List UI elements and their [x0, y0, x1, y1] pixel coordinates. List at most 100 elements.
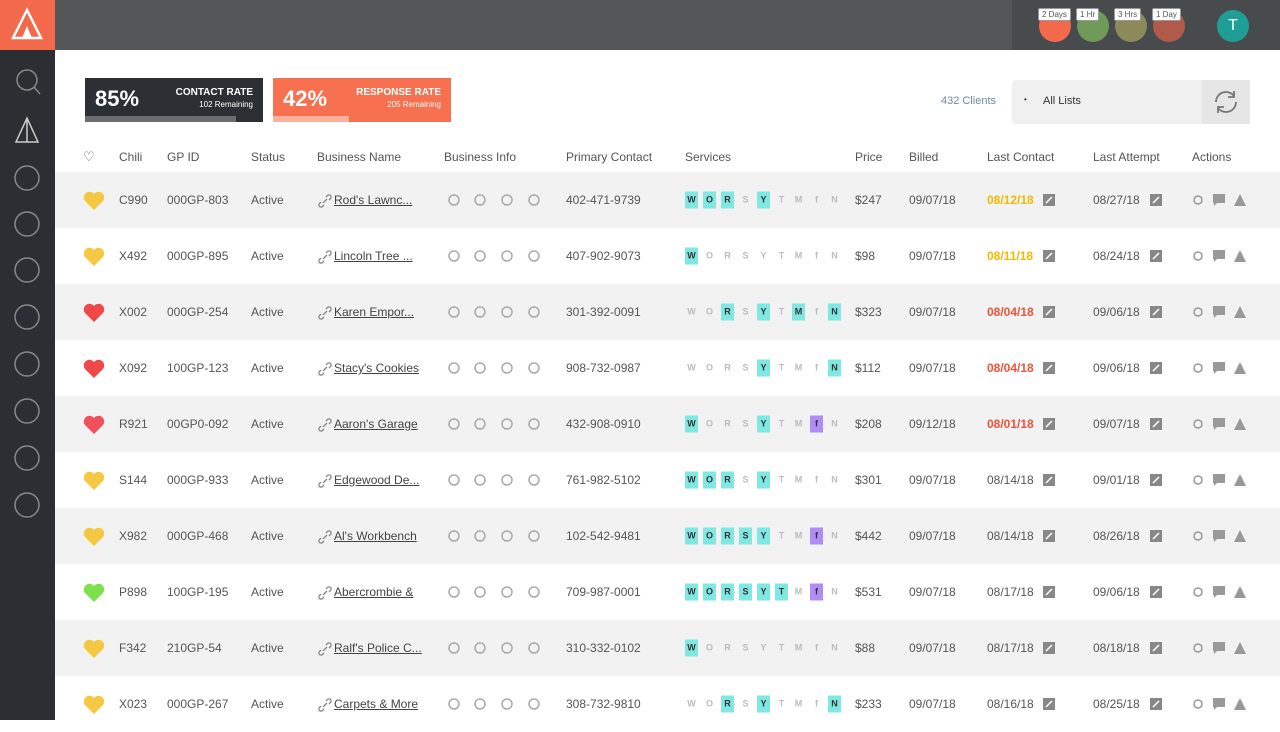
link-icon[interactable]	[318, 250, 332, 264]
service-tag[interactable]: O	[705, 642, 713, 653]
chili-heart[interactable]	[83, 190, 105, 212]
business-info-icon[interactable]	[527, 305, 541, 319]
service-tag[interactable]: R	[724, 642, 731, 653]
link-icon[interactable]	[318, 362, 332, 376]
edit-icon[interactable]	[1150, 586, 1162, 598]
business-info-icon[interactable]	[527, 417, 541, 431]
business-info-icon[interactable]	[473, 193, 487, 207]
edit-icon[interactable]	[1043, 362, 1055, 374]
service-tag[interactable]: f	[810, 415, 823, 433]
service-tag[interactable]: N	[831, 586, 838, 597]
service-tag[interactable]: O	[703, 527, 716, 545]
action-retry[interactable]	[1192, 474, 1204, 486]
edit-icon[interactable]	[1043, 530, 1055, 542]
column-header[interactable]: Status	[251, 150, 286, 164]
service-tag[interactable]: R	[724, 250, 731, 261]
service-tag[interactable]: T	[778, 474, 785, 485]
action-retry[interactable]	[1192, 530, 1204, 542]
link-icon[interactable]	[318, 418, 332, 432]
action-alert[interactable]	[1234, 306, 1246, 318]
service-tag[interactable]: W	[685, 191, 698, 209]
service-tag[interactable]: S	[739, 583, 752, 601]
service-tag[interactable]: O	[705, 250, 713, 261]
service-tag[interactable]: Y	[757, 303, 770, 321]
service-tag[interactable]: W	[685, 415, 698, 433]
edit-icon[interactable]	[1043, 306, 1055, 318]
edit-icon[interactable]	[1150, 194, 1162, 206]
service-tag[interactable]: T	[778, 306, 785, 317]
chili-heart[interactable]	[83, 638, 105, 660]
service-tag[interactable]: S	[742, 250, 749, 261]
service-tag[interactable]: T	[778, 530, 785, 541]
edit-icon[interactable]	[1043, 194, 1055, 206]
action-retry[interactable]	[1192, 586, 1204, 598]
action-retry[interactable]	[1192, 194, 1204, 206]
service-tag[interactable]: T	[778, 642, 785, 653]
service-tag[interactable]: f	[815, 474, 818, 485]
service-tag[interactable]: Y	[760, 642, 767, 653]
business-info-icon[interactable]	[527, 585, 541, 599]
action-message[interactable]	[1213, 474, 1225, 486]
action-message[interactable]	[1213, 642, 1225, 654]
business-info-icon[interactable]	[473, 697, 487, 711]
column-header[interactable]: Business Info	[444, 150, 517, 164]
service-tag[interactable]: N	[831, 418, 838, 429]
service-tag[interactable]: Y	[757, 695, 770, 713]
business-info-icon[interactable]	[500, 641, 514, 655]
service-tag[interactable]: M	[794, 418, 803, 429]
business-info-icon[interactable]	[447, 697, 461, 711]
business-info-icon[interactable]	[473, 249, 487, 263]
service-tag[interactable]: R	[721, 583, 734, 601]
link-icon[interactable]	[318, 306, 332, 320]
service-tag[interactable]: M	[794, 642, 803, 653]
service-tag[interactable]: N	[831, 194, 838, 205]
business-name[interactable]: Edgewood De...	[334, 473, 420, 487]
business-info-icon[interactable]	[500, 417, 514, 431]
service-tag[interactable]: R	[721, 471, 734, 489]
service-tag[interactable]: Y	[757, 527, 770, 545]
business-name[interactable]: Aaron's Garage	[334, 417, 418, 431]
service-tag[interactable]: S	[742, 362, 749, 373]
service-tag[interactable]: S	[742, 474, 749, 485]
chili-heart[interactable]	[83, 582, 105, 604]
service-tag[interactable]: R	[721, 303, 734, 321]
chili-heart[interactable]	[83, 470, 105, 492]
chili-heart[interactable]	[83, 414, 105, 436]
service-tag[interactable]: R	[724, 362, 731, 373]
business-name[interactable]: Rod's Lawnc...	[334, 193, 413, 207]
column-header[interactable]: Primary Contact	[566, 150, 653, 164]
edit-icon[interactable]	[1043, 698, 1055, 710]
column-header[interactable]: Actions	[1192, 150, 1232, 164]
business-info-icon[interactable]	[447, 529, 461, 543]
service-tag[interactable]: S	[739, 527, 752, 545]
service-tag[interactable]: Y	[757, 583, 770, 601]
service-tag[interactable]: O	[705, 306, 713, 317]
service-tag[interactable]: O	[705, 698, 713, 709]
service-tag[interactable]: W	[685, 583, 698, 601]
list-select[interactable]: • All Lists	[1012, 80, 1250, 124]
business-info-icon[interactable]	[500, 305, 514, 319]
service-tag[interactable]: Y	[757, 359, 770, 377]
service-tag[interactable]: O	[705, 362, 713, 373]
chili-heart[interactable]	[83, 358, 105, 380]
business-info-icon[interactable]	[500, 193, 514, 207]
action-alert[interactable]	[1234, 474, 1246, 486]
service-tag[interactable]: M	[794, 194, 803, 205]
business-info-icon[interactable]	[447, 193, 461, 207]
edit-icon[interactable]	[1150, 306, 1162, 318]
business-info-icon[interactable]	[500, 249, 514, 263]
service-tag[interactable]: T	[778, 418, 785, 429]
service-tag[interactable]: O	[703, 583, 716, 601]
edit-icon[interactable]	[1043, 418, 1055, 430]
service-tag[interactable]: Y	[757, 415, 770, 433]
business-name[interactable]: Karen Empor...	[334, 305, 415, 319]
chili-heart[interactable]	[83, 526, 105, 548]
business-info-icon[interactable]	[447, 473, 461, 487]
edit-icon[interactable]	[1150, 642, 1162, 654]
action-retry[interactable]	[1192, 250, 1204, 262]
edit-icon[interactable]	[1043, 586, 1055, 598]
service-tag[interactable]: O	[703, 191, 716, 209]
action-retry[interactable]	[1192, 418, 1204, 430]
service-tag[interactable]: O	[705, 418, 713, 429]
link-icon[interactable]	[318, 698, 332, 712]
